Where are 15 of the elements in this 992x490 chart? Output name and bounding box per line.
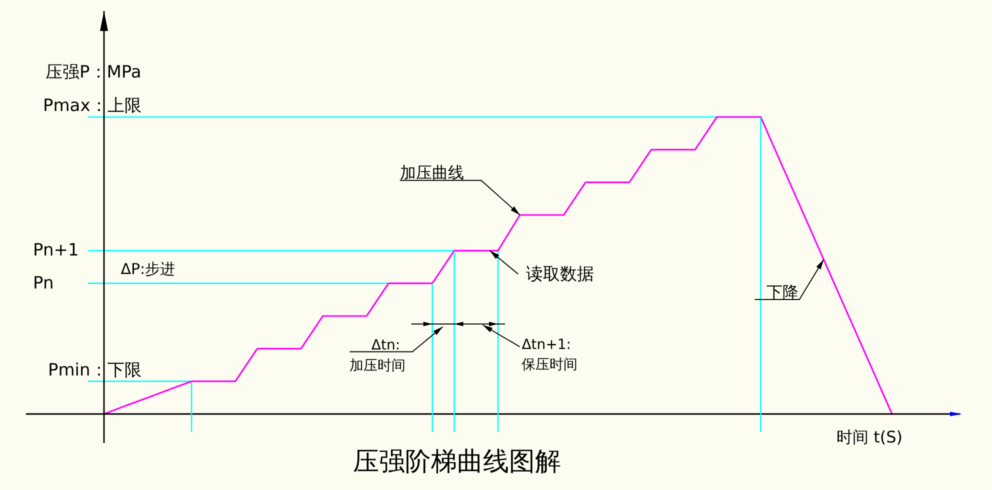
ref-line-label: Pn [33,273,54,294]
annotation: 下降 [766,282,799,302]
annotation: Δtn: [371,338,400,354]
y-axis-title: 压强P：MPa [46,62,142,82]
annotation: 读取数据 [526,264,594,285]
annotation: Δtn+1: [522,337,571,353]
annotation: 保压时间 [522,357,578,373]
ref-line-label: Pn+1 [33,240,79,261]
annotation: 加压时间 [350,358,406,374]
text: 压强阶梯曲线图解 [353,447,561,477]
annotation: 加压曲线 [400,163,464,182]
annotation: ΔP:步进 [120,260,176,278]
ref-line-label: Pmax：上限 [43,96,142,116]
x-axis-title: 时间 t(S) [836,428,902,446]
ref-line-label: Pmin：下限 [48,360,142,380]
